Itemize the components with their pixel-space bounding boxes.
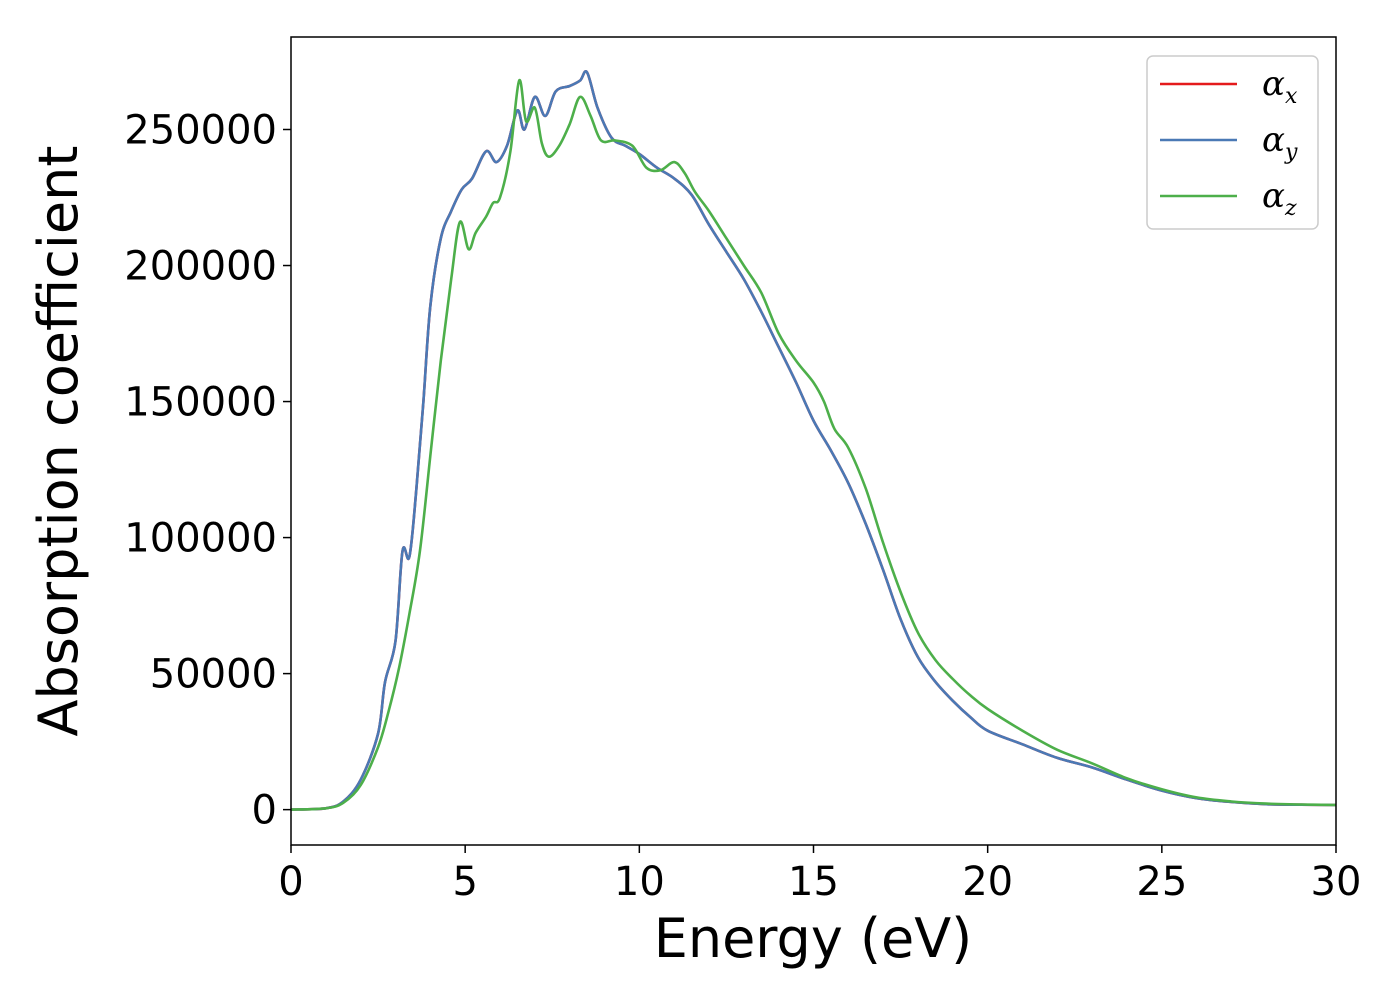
y-tick-label: 200000 xyxy=(124,244,277,290)
x-axis-title: Energy (eV) xyxy=(654,907,973,970)
x-tick-label: 15 xyxy=(788,859,839,905)
legend-label-y: αy xyxy=(1262,120,1298,165)
x-tick-label: 25 xyxy=(1136,859,1187,905)
y-axis-title: Absorption coefficient xyxy=(27,146,90,737)
legend-box xyxy=(1146,55,1319,230)
series-layer xyxy=(290,70,1337,811)
legend-label-z: αz xyxy=(1262,176,1297,221)
x-tick-label: 30 xyxy=(1311,859,1362,905)
x-tick-label: 0 xyxy=(278,859,303,905)
y-tick-label: 150000 xyxy=(124,380,277,426)
y-tick-label: 250000 xyxy=(124,107,277,153)
x-tick-label: 5 xyxy=(452,859,477,905)
y-tick-label: 50000 xyxy=(150,652,277,698)
series-line-z xyxy=(290,79,1337,811)
y-tick-label: 100000 xyxy=(124,516,277,562)
x-tick-label: 20 xyxy=(962,859,1013,905)
legend: αx αy αz xyxy=(1146,55,1319,230)
y-tick-label: 0 xyxy=(252,788,277,834)
x-tick-label: 10 xyxy=(614,859,665,905)
legend-label-x: αx xyxy=(1262,64,1298,109)
series-line-y xyxy=(290,70,1337,811)
tick-layer: 0 5 10 15 20 25 30 0 50000 100000 150000 200000 2500… xyxy=(124,107,1361,905)
